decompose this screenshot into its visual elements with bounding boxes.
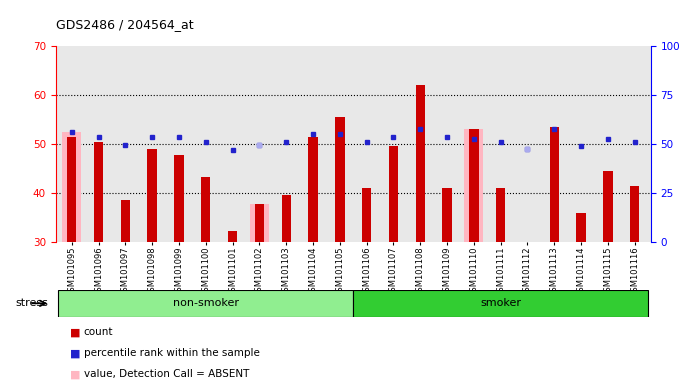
Bar bbox=[335, 117, 345, 242]
Bar bbox=[362, 188, 371, 242]
Bar bbox=[250, 204, 269, 242]
Text: smoker: smoker bbox=[480, 298, 521, 308]
Bar bbox=[518, 242, 537, 262]
Bar bbox=[94, 142, 103, 242]
Bar bbox=[464, 129, 483, 242]
Text: percentile rank within the sample: percentile rank within the sample bbox=[84, 348, 260, 358]
Bar bbox=[120, 200, 130, 242]
Text: GDS2486 / 204564_at: GDS2486 / 204564_at bbox=[56, 18, 193, 31]
Bar bbox=[308, 137, 317, 242]
Text: non-smoker: non-smoker bbox=[173, 298, 239, 308]
Text: count: count bbox=[84, 327, 113, 337]
Bar bbox=[416, 85, 425, 242]
Text: value, Detection Call = ABSENT: value, Detection Call = ABSENT bbox=[84, 369, 249, 379]
Bar bbox=[576, 213, 586, 242]
Bar bbox=[469, 129, 479, 242]
Bar bbox=[281, 195, 291, 242]
Bar bbox=[67, 137, 77, 242]
Bar bbox=[630, 185, 640, 242]
Bar bbox=[255, 204, 264, 242]
Text: ■: ■ bbox=[70, 327, 81, 337]
Text: stress: stress bbox=[16, 298, 49, 308]
Bar bbox=[63, 132, 81, 242]
Bar bbox=[148, 149, 157, 242]
Text: ■: ■ bbox=[70, 369, 81, 379]
Bar bbox=[389, 146, 398, 242]
Bar bbox=[228, 231, 237, 242]
Bar bbox=[58, 290, 353, 317]
Bar bbox=[201, 177, 210, 242]
Bar bbox=[523, 242, 532, 262]
Text: ■: ■ bbox=[70, 348, 81, 358]
Bar bbox=[443, 188, 452, 242]
Bar bbox=[353, 290, 648, 317]
Bar bbox=[550, 127, 559, 242]
Bar bbox=[496, 188, 505, 242]
Bar bbox=[603, 171, 612, 242]
Bar bbox=[174, 155, 184, 242]
